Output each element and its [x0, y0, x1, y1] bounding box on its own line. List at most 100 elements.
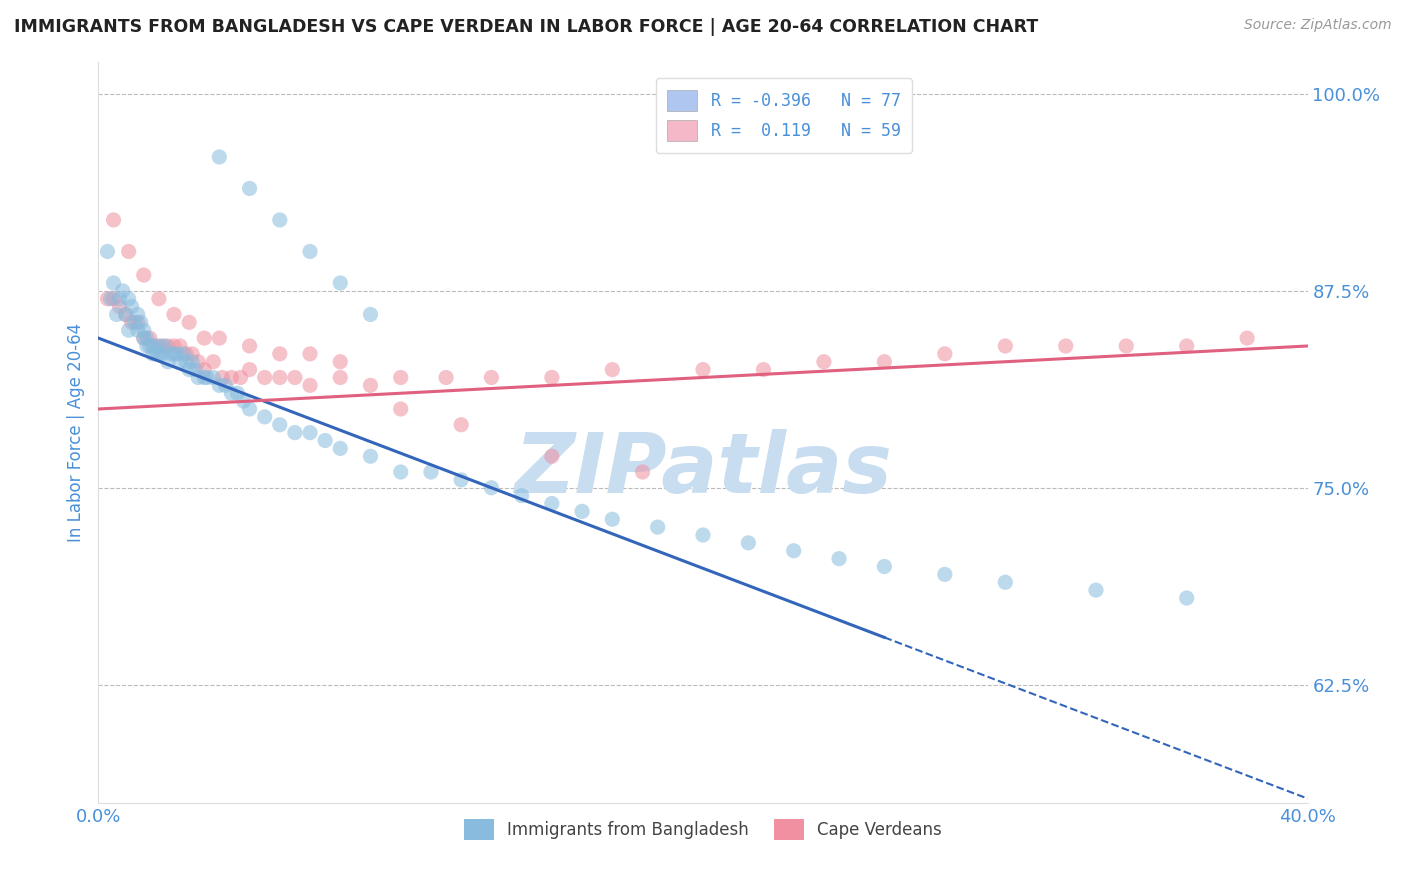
Point [269, 347, 291, 361]
Point [602, 362, 624, 376]
Point [103, 213, 125, 227]
Point [208, 331, 231, 345]
Point [239, 181, 262, 195]
Point [181, 355, 204, 369]
Point [121, 315, 143, 329]
Point [129, 315, 152, 329]
Point [169, 339, 191, 353]
Point [1085, 583, 1108, 598]
Point [174, 355, 197, 369]
Point [139, 339, 162, 353]
Point [96, 244, 118, 259]
Point [360, 308, 382, 322]
Point [239, 402, 262, 417]
Point [269, 213, 291, 227]
Point [284, 370, 307, 384]
Point [179, 315, 201, 329]
Point [214, 378, 236, 392]
Point [1175, 591, 1198, 605]
Point [142, 339, 165, 353]
Point [156, 355, 179, 369]
Point [108, 292, 131, 306]
Point [571, 504, 593, 518]
Point [150, 339, 173, 353]
Point [193, 331, 215, 345]
Point [135, 339, 157, 353]
Point [145, 347, 167, 361]
Point [124, 315, 146, 329]
Point [873, 559, 896, 574]
Point [135, 331, 157, 345]
Point [118, 244, 141, 259]
Point [105, 308, 128, 322]
Point [193, 362, 215, 376]
Point [202, 370, 225, 384]
Point [360, 378, 382, 392]
Point [150, 347, 173, 361]
Point [602, 512, 624, 526]
Point [148, 339, 170, 353]
Point [132, 323, 155, 337]
Point [163, 339, 186, 353]
Point [389, 465, 412, 479]
Point [145, 339, 167, 353]
Point [1115, 339, 1137, 353]
Point [269, 370, 291, 384]
Point [631, 465, 654, 479]
Point [299, 425, 322, 440]
Point [202, 355, 225, 369]
Point [153, 339, 176, 353]
Point [692, 362, 714, 376]
Point [329, 276, 352, 290]
Point [132, 331, 155, 345]
Point [783, 543, 806, 558]
Point [389, 370, 412, 384]
Point [169, 355, 191, 369]
Point [193, 370, 215, 384]
Point [873, 355, 896, 369]
Point [96, 292, 118, 306]
Point [813, 355, 835, 369]
Point [269, 417, 291, 432]
Point [127, 315, 149, 329]
Point [103, 292, 125, 306]
Point [329, 370, 352, 384]
Point [100, 292, 122, 306]
Point [828, 551, 851, 566]
Point [148, 347, 170, 361]
Point [195, 370, 218, 384]
Point [389, 402, 412, 417]
Point [172, 347, 194, 361]
Point [118, 292, 141, 306]
Point [114, 308, 136, 322]
Point [752, 362, 775, 376]
Point [163, 308, 186, 322]
Point [208, 378, 231, 392]
Point [229, 370, 252, 384]
Point [1175, 339, 1198, 353]
Point [934, 567, 956, 582]
Point [163, 347, 186, 361]
Text: IMMIGRANTS FROM BANGLADESH VS CAPE VERDEAN IN LABOR FORCE | AGE 20-64 CORRELATIO: IMMIGRANTS FROM BANGLADESH VS CAPE VERDE… [14, 18, 1038, 36]
Legend: Immigrants from Bangladesh, Cape Verdeans: Immigrants from Bangladesh, Cape Verdean… [457, 813, 949, 847]
Text: Source: ZipAtlas.com: Source: ZipAtlas.com [1244, 18, 1392, 32]
Point [127, 323, 149, 337]
Point [510, 489, 533, 503]
Point [239, 362, 262, 376]
Point [481, 481, 503, 495]
Point [299, 378, 322, 392]
Point [314, 434, 336, 448]
Point [114, 308, 136, 322]
Point [253, 370, 276, 384]
Point [174, 347, 197, 361]
Point [540, 370, 562, 384]
Point [434, 370, 457, 384]
Y-axis label: In Labor Force | Age 20-64: In Labor Force | Age 20-64 [66, 323, 84, 542]
Point [108, 300, 131, 314]
Point [232, 394, 254, 409]
Point [329, 355, 352, 369]
Point [329, 442, 352, 456]
Point [647, 520, 669, 534]
Point [226, 386, 249, 401]
Point [994, 339, 1017, 353]
